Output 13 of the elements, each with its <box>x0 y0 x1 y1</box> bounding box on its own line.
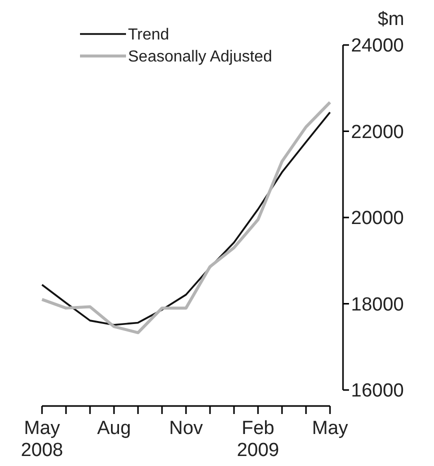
x-tick-label: Feb 2009 <box>236 418 280 461</box>
y-tick-label: 18000 <box>351 294 404 316</box>
x-tick-label: May 2008 <box>20 418 64 461</box>
x-tick-label: Nov <box>169 418 204 439</box>
y-tick-label: 16000 <box>351 380 404 402</box>
y-tick-label: 20000 <box>351 208 404 230</box>
y-tick-label: 22000 <box>351 122 404 143</box>
y-axis-title: $m <box>378 9 404 30</box>
legend-label: Trend <box>128 26 170 44</box>
x-tick-label: May <box>312 418 348 439</box>
x-tick-label: Aug <box>97 418 131 439</box>
y-tick-label: 24000 <box>351 36 404 57</box>
legend-label: Seasonally Adjusted <box>128 48 272 66</box>
